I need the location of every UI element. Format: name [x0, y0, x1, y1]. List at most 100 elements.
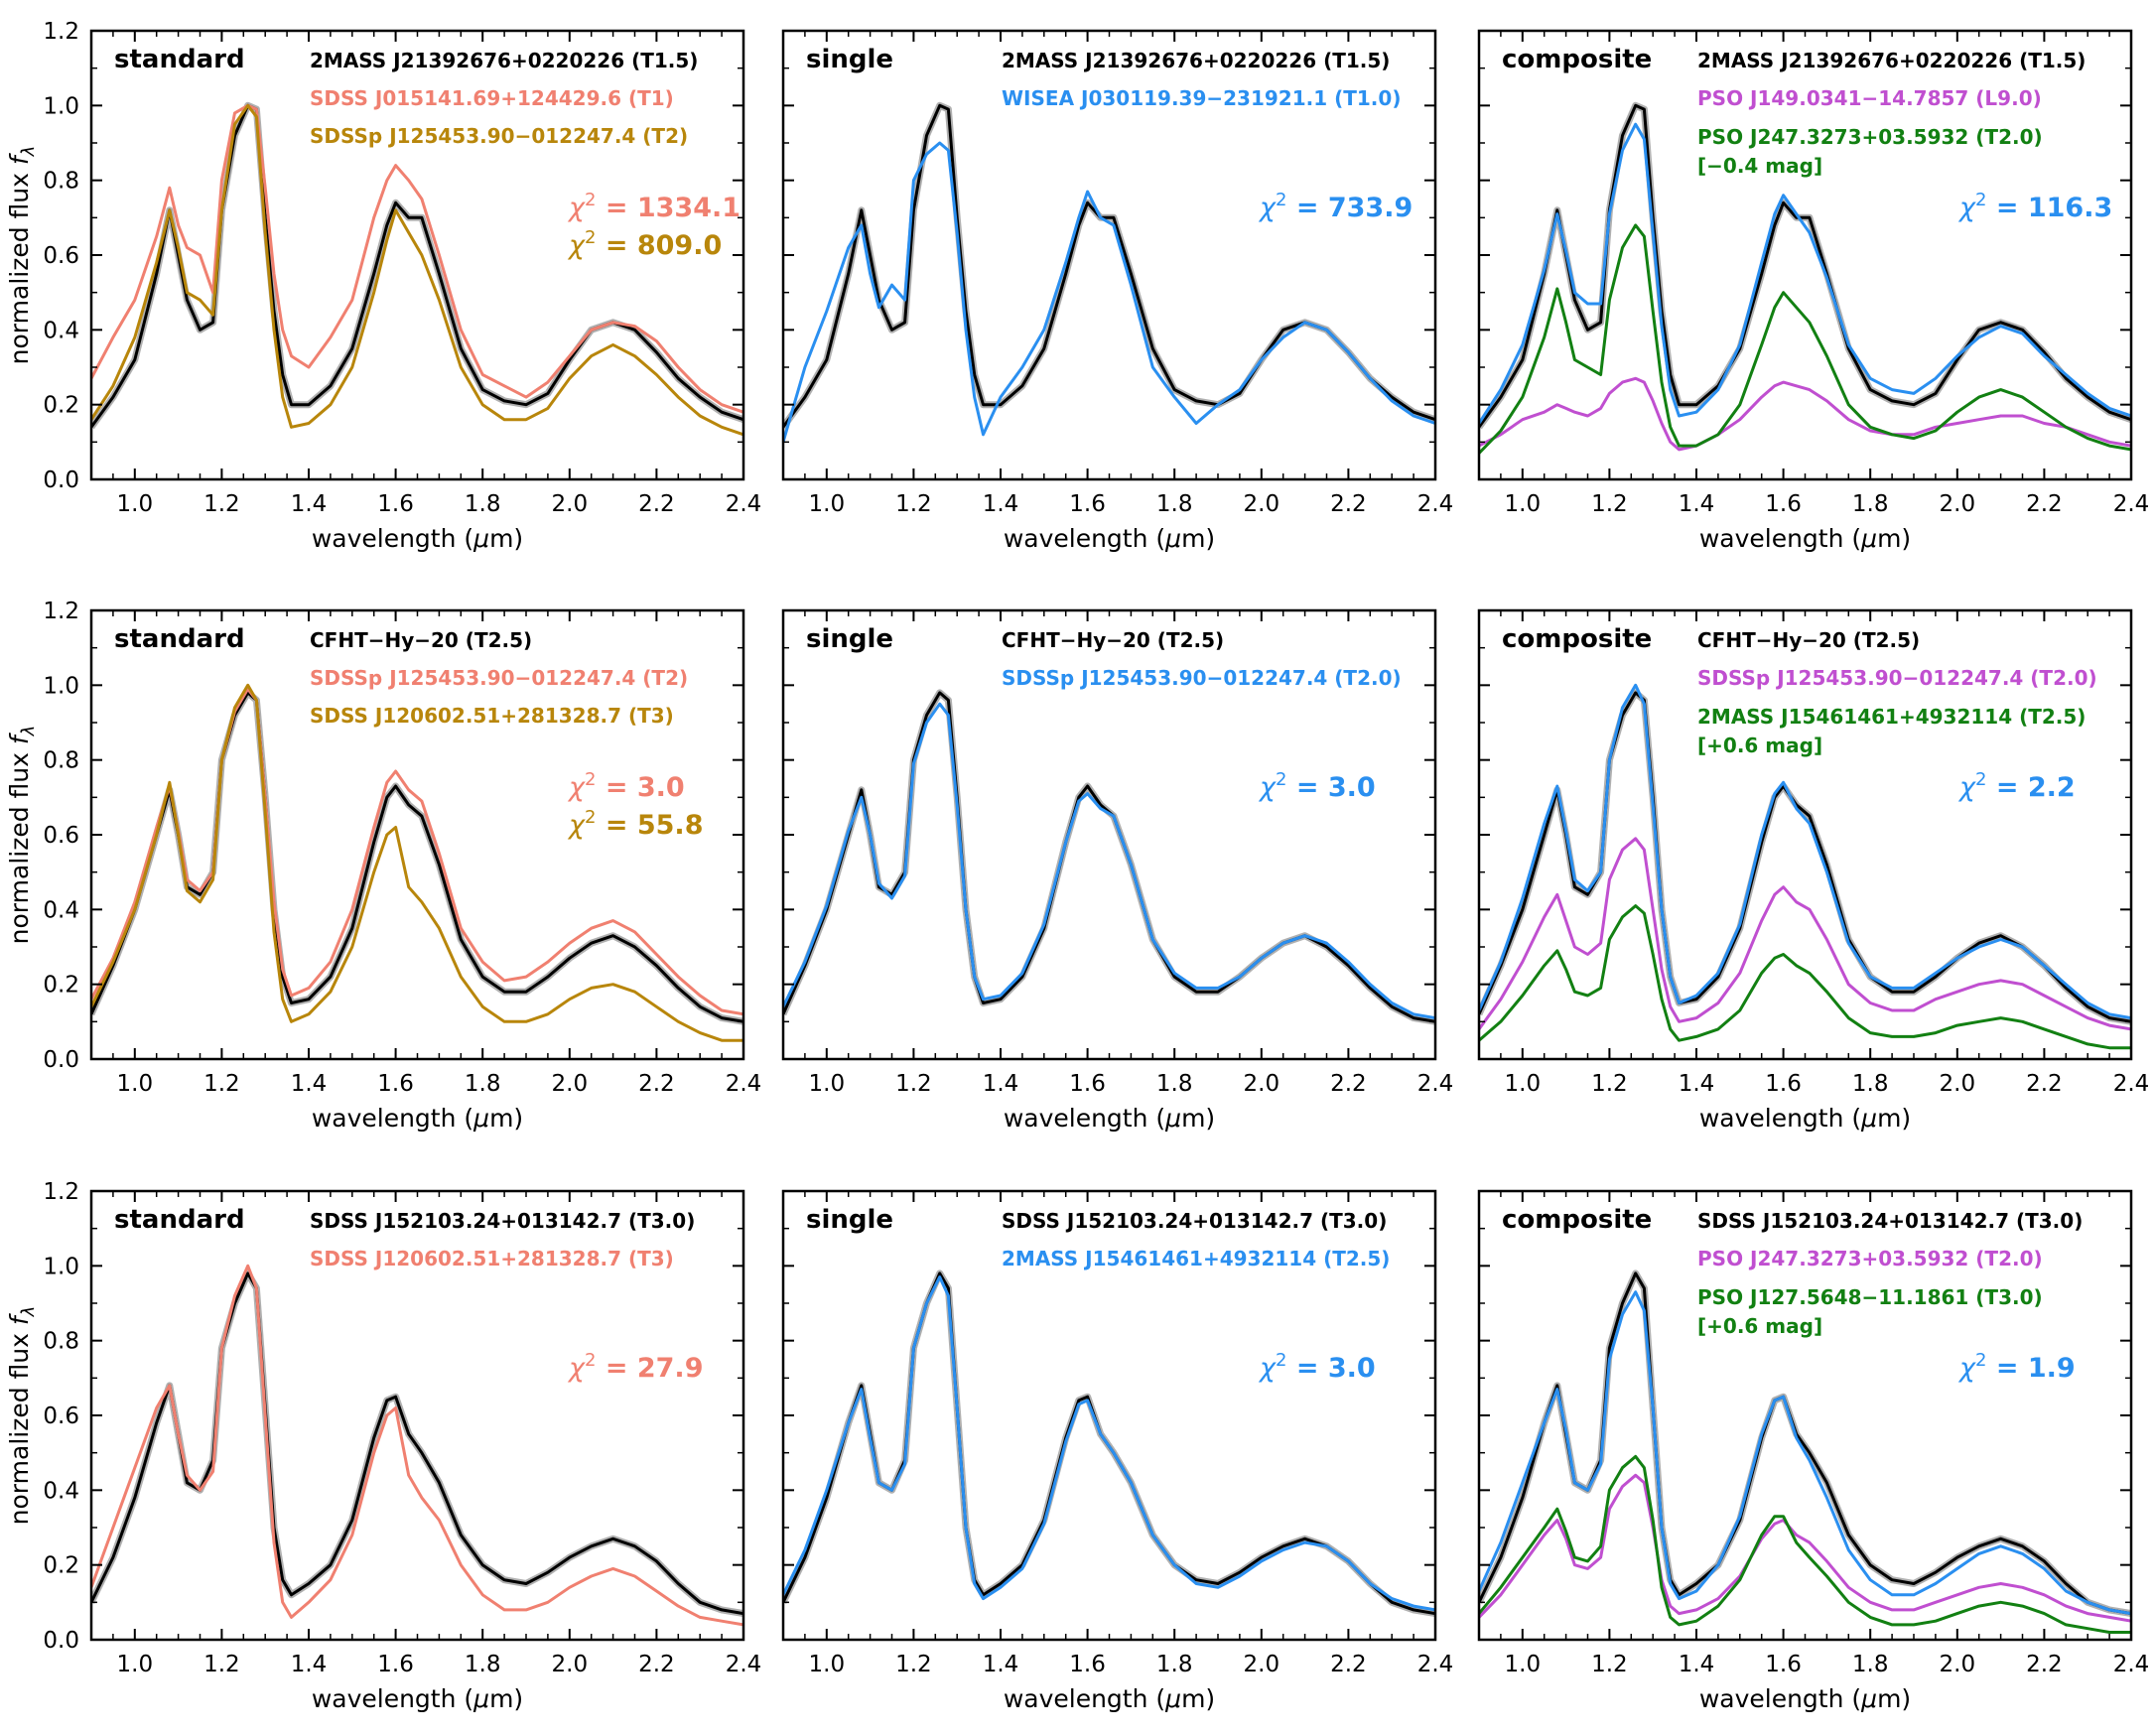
x-tick-label: 1.2 — [203, 1652, 240, 1677]
y-tick-label: 1.0 — [43, 1254, 79, 1279]
panel-type-label: standard — [114, 1205, 245, 1235]
series-line-composite_primary — [1479, 376, 2131, 452]
x-tick-label: 2.4 — [1417, 491, 1454, 517]
x-tick-label: 1.4 — [1679, 491, 1715, 517]
panel-composite-r1c2: 1.0 1.2 1.4 1.6 1.8 2.0 2.2 2.4 wavelength (μm) c… — [1477, 608, 2149, 1133]
x-tick-label: 2.2 — [2026, 491, 2063, 517]
panel-single-r0c1: 1.0 1.2 1.4 1.6 1.8 2.0 2.2 2.4 wavelength (μm) s… — [781, 29, 1454, 553]
series-line-standard — [91, 103, 743, 437]
panel-composite-r2c2: 1.0 1.2 1.4 1.6 1.8 2.0 2.2 2.4 wavelength (μm) c… — [1477, 1189, 2149, 1713]
x-tick-label: 1.8 — [1156, 1652, 1193, 1677]
legend-composite_secondary: PSO J127.5648−11.1861 (T3.0) — [1697, 1285, 2043, 1309]
x-tick-label: 1.6 — [1069, 1071, 1106, 1097]
series-line-composite_primary — [1479, 837, 2131, 1031]
y-tick-label: 0.0 — [43, 1047, 79, 1073]
x-tick-label: 1.8 — [1852, 1071, 1889, 1097]
x-tick-label: 1.0 — [117, 491, 154, 517]
y-tick-label: 0.4 — [43, 1478, 79, 1504]
panel-type-label: standard — [114, 45, 245, 74]
series-uncertainty-band — [91, 1269, 743, 1618]
y-tick-label: 0.0 — [43, 467, 79, 493]
x-tick-label: 1.0 — [809, 1071, 846, 1097]
legend-composite_secondary: 2MASS J15461461+4932114 (T2.5) — [1697, 705, 2086, 729]
panel-standard-r2c0: 1.0 1.2 1.4 1.6 1.8 2.0 2.2 2.4 0.0 0.2 0.4 0.6 0.8 1… — [5, 1179, 761, 1713]
y-tick-label: 0.6 — [43, 1403, 79, 1429]
y-tick-label: 1.2 — [43, 1179, 79, 1205]
legend-composite_primary: PSO J149.0341−14.7857 (L9.0) — [1697, 86, 2042, 110]
panel-type-label: single — [806, 1205, 893, 1235]
series-line-target — [91, 691, 743, 1023]
y-axis-label: normalized flux fλ — [5, 726, 39, 945]
x-axis-label: wavelength (μm) — [312, 1104, 523, 1133]
legend-target: CFHT−Hy−20 (T2.5) — [310, 628, 532, 652]
x-tick-label: 1.0 — [117, 1652, 154, 1677]
series-line-model — [1479, 122, 2131, 425]
series-line-model — [1479, 683, 2131, 1020]
x-tick-label: 1.0 — [1505, 491, 1542, 517]
x-tick-label: 1.0 — [1505, 1652, 1542, 1677]
series-line-single — [783, 141, 1435, 443]
x-tick-label: 2.2 — [1330, 1652, 1367, 1677]
chi-square-label: χ2 = 55.8 — [567, 807, 703, 841]
x-tick-label: 1.2 — [203, 1071, 240, 1097]
x-tick-label: 2.2 — [1330, 1071, 1367, 1097]
x-axis-label: wavelength (μm) — [1004, 1684, 1215, 1713]
legend-composite_primary: PSO J247.3273+03.5932 (T2.0) — [1697, 1247, 2043, 1270]
x-tick-label: 1.6 — [377, 491, 414, 517]
legend-standard: SDSSp J125453.90−012247.4 (T2) — [310, 666, 688, 690]
panel-composite-r0c2: 1.0 1.2 1.4 1.6 1.8 2.0 2.2 2.4 wavelength (μm) c… — [1477, 29, 2149, 553]
series-line-standard — [91, 1264, 743, 1627]
series-line-model — [1479, 1290, 2131, 1616]
series-line-target — [783, 691, 1435, 1023]
x-tick-label: 1.8 — [465, 491, 501, 517]
x-tick-label: 1.4 — [291, 1071, 328, 1097]
legend-scale-note: [+0.6 mag] — [1697, 1314, 1822, 1338]
legend-standard: SDSS J120602.51+281328.7 (T3) — [310, 704, 674, 728]
y-tick-label: 0.2 — [43, 393, 79, 419]
y-tick-label: 0.4 — [43, 318, 79, 343]
y-tick-label: 1.2 — [43, 19, 79, 45]
x-tick-label: 1.6 — [1069, 491, 1106, 517]
y-axis-label: normalized flux fλ — [5, 146, 39, 365]
series-line-target — [1479, 103, 2131, 429]
x-tick-label: 2.2 — [1330, 491, 1367, 517]
y-tick-label: 0.0 — [43, 1628, 79, 1654]
x-tick-label: 2.0 — [1244, 1652, 1280, 1677]
legend-target: SDSS J152103.24+013142.7 (T3.0) — [310, 1209, 695, 1233]
series-line-single — [783, 1275, 1435, 1612]
series-uncertainty-band — [91, 689, 743, 1025]
panel-type-label: composite — [1502, 624, 1652, 654]
x-tick-label: 1.2 — [1591, 1652, 1628, 1677]
legend-target: CFHT−Hy−20 (T2.5) — [1697, 628, 1920, 652]
legend-single: 2MASS J15461461+4932114 (T2.5) — [1002, 1247, 1390, 1270]
series-uncertainty-band — [783, 101, 1435, 430]
panel-type-label: single — [806, 624, 893, 654]
x-tick-label: 2.2 — [638, 1652, 675, 1677]
series-line-target — [783, 103, 1435, 429]
y-tick-label: 0.2 — [43, 973, 79, 999]
legend-composite_secondary: PSO J247.3273+03.5932 (T2.0) — [1697, 125, 2043, 149]
x-tick-label: 1.6 — [1765, 1652, 1802, 1677]
x-tick-label: 1.4 — [291, 1652, 328, 1677]
x-axis-label: wavelength (μm) — [312, 1684, 523, 1713]
chi-square-label: χ2 = 1.9 — [1957, 1350, 2076, 1384]
series-uncertainty-band — [783, 689, 1435, 1025]
x-tick-label: 1.6 — [377, 1071, 414, 1097]
series-line-composite_primary — [1479, 1473, 2131, 1623]
panel-type-label: single — [806, 45, 893, 74]
y-tick-label: 0.2 — [43, 1553, 79, 1579]
series-uncertainty-band — [91, 101, 743, 430]
x-tick-label: 2.0 — [1940, 1071, 1976, 1097]
panel-single-r1c1: 1.0 1.2 1.4 1.6 1.8 2.0 2.2 2.4 wavelength (μm) s… — [781, 608, 1453, 1133]
x-tick-label: 1.8 — [1852, 1652, 1889, 1677]
x-axis-label: wavelength (μm) — [1004, 1104, 1215, 1133]
y-tick-label: 0.6 — [43, 243, 79, 269]
x-tick-label: 2.2 — [638, 491, 675, 517]
series-line-composite_secondary — [1479, 904, 2131, 1050]
x-tick-label: 1.8 — [465, 1071, 501, 1097]
x-tick-label: 1.6 — [1765, 1071, 1802, 1097]
x-tick-label: 1.6 — [377, 1652, 414, 1677]
legend-standard: SDSSp J125453.90−012247.4 (T2) — [310, 124, 688, 148]
x-tick-label: 1.2 — [1591, 491, 1628, 517]
